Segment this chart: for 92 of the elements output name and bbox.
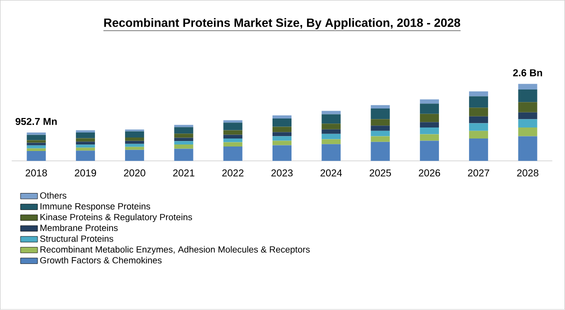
bar — [272, 132, 292, 136]
bar — [420, 114, 439, 122]
x-tick-label: 2026 — [418, 170, 440, 177]
bar — [76, 150, 95, 162]
bar — [26, 140, 46, 143]
bar — [370, 136, 390, 142]
x-tick-label: 2020 — [124, 170, 146, 177]
legend-label: Structural Proteins — [40, 235, 114, 242]
bar — [223, 134, 242, 139]
x-tick-label: 2022 — [222, 170, 244, 177]
bar — [518, 84, 538, 90]
bar — [174, 141, 194, 145]
bar — [322, 130, 341, 134]
bar — [518, 128, 538, 136]
bar — [174, 134, 194, 138]
bar — [420, 104, 439, 114]
legend-label: Membrane Proteins — [40, 224, 118, 232]
x-tick-label: 2027 — [468, 170, 490, 177]
bar — [370, 105, 390, 109]
x-tick-label: 2018 — [26, 170, 47, 177]
bar — [420, 122, 439, 128]
bar — [469, 138, 488, 162]
bar — [223, 138, 242, 142]
bar — [420, 140, 439, 162]
bar — [322, 134, 341, 140]
bar — [26, 146, 46, 149]
bar — [125, 144, 144, 147]
bar — [322, 114, 341, 124]
bar — [125, 132, 144, 138]
bar — [469, 130, 488, 139]
bar — [26, 142, 46, 146]
bar — [125, 150, 144, 162]
bar — [420, 134, 439, 141]
legend-label: Growth Factors & Chemokines — [40, 256, 162, 264]
bar — [518, 136, 538, 162]
bar — [174, 127, 194, 134]
x-tick-label: 2021 — [173, 170, 194, 177]
legend-label: Kinase Proteins & Regulatory Proteins — [40, 214, 192, 222]
bar — [272, 145, 292, 162]
chart-title: Recombinant Proteins Market Size, By Application, 2018 - 2028 — [104, 18, 460, 30]
bar — [469, 123, 488, 131]
bar — [420, 128, 439, 134]
bar — [223, 122, 242, 130]
x-tick-label: 2024 — [320, 170, 342, 177]
bar — [370, 119, 390, 126]
bar — [125, 140, 144, 144]
bar — [370, 108, 390, 120]
bar — [518, 119, 538, 128]
bar — [223, 142, 242, 147]
bar — [76, 148, 95, 151]
x-tick-label: 2025 — [370, 170, 391, 177]
bar — [518, 112, 538, 120]
x-tick-label: 2019 — [74, 170, 96, 177]
bar — [370, 126, 390, 132]
bar — [125, 146, 144, 150]
bar — [322, 144, 341, 162]
bar — [469, 116, 488, 124]
bar — [272, 126, 292, 132]
bar — [272, 136, 292, 141]
legend-label: Others — [40, 192, 66, 199]
legend-label: Immune Response Proteins — [40, 203, 150, 212]
bar — [76, 142, 95, 145]
bar — [26, 151, 46, 162]
bar — [76, 130, 95, 133]
legend-label: Recombinant Metabolic Enzymes, Adhesion Molecules & Receptors — [40, 246, 310, 255]
bar — [223, 130, 242, 135]
annotation: 2.6 Bn — [513, 69, 542, 76]
x-tick-label: 2028 — [517, 170, 538, 177]
bar — [76, 144, 95, 148]
bar — [272, 118, 292, 127]
bar — [518, 102, 538, 112]
bar — [370, 131, 390, 136]
bar — [469, 91, 488, 96]
bar — [272, 116, 292, 119]
bar — [223, 146, 242, 162]
bar — [420, 100, 439, 104]
bar — [76, 138, 95, 142]
bar — [174, 148, 194, 162]
bar — [76, 132, 95, 138]
bar — [272, 140, 292, 146]
bar — [518, 90, 538, 102]
bar — [322, 124, 341, 130]
bar — [469, 108, 488, 116]
x-tick-label: 2023 — [271, 170, 293, 177]
bar — [370, 142, 390, 162]
bar — [26, 148, 46, 152]
bar — [322, 139, 341, 144]
bar — [174, 144, 194, 149]
bar — [469, 96, 488, 108]
bar — [125, 138, 144, 141]
bar — [26, 134, 46, 140]
annotation: 952.7 Mn — [16, 118, 57, 126]
